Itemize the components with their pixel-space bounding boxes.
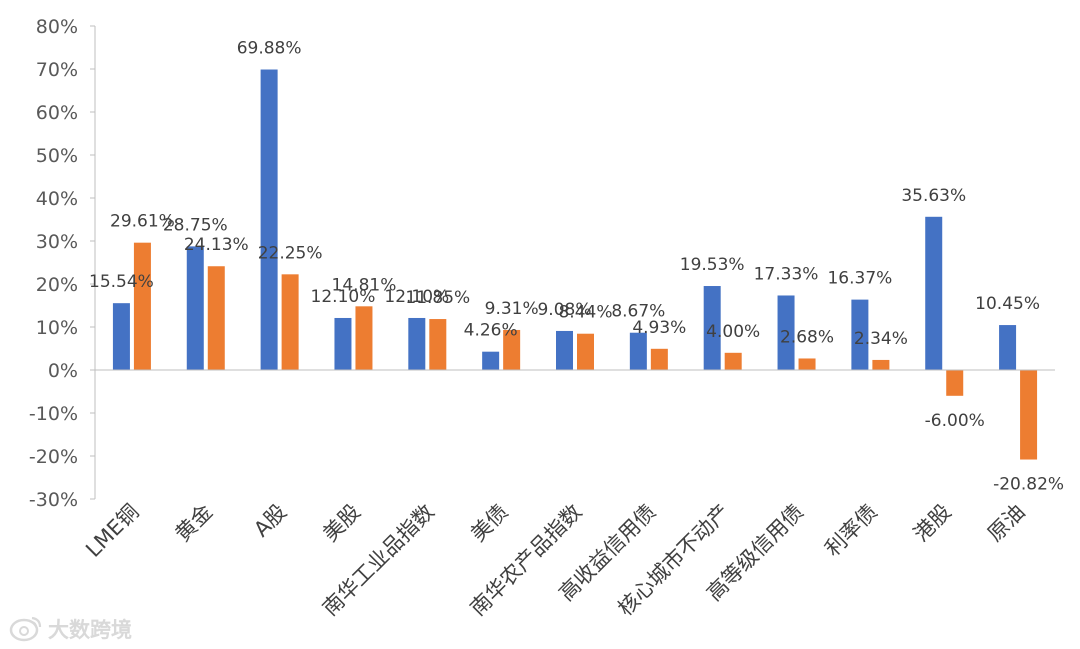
- y-tick-label: 50%: [36, 145, 78, 167]
- bar-series-2: [355, 306, 373, 370]
- y-tick-label: -30%: [29, 489, 78, 511]
- bar-series-2: [650, 348, 668, 370]
- bar-series-2: [724, 352, 742, 370]
- x-category-label: 原油: [983, 500, 1030, 547]
- bar-series-2: [281, 274, 299, 370]
- x-category-label: 黄金: [171, 500, 218, 547]
- x-category-label: 港股: [909, 500, 956, 547]
- x-category-label: 美股: [318, 500, 365, 547]
- y-tick-label: 40%: [36, 188, 78, 210]
- bar-series-1: [777, 295, 795, 370]
- data-label: -6.00%: [925, 411, 985, 431]
- bar-series-1: [629, 332, 647, 370]
- data-label: 8.44%: [558, 303, 612, 323]
- bar-series-2: [1020, 370, 1038, 460]
- bar-series-1: [999, 325, 1017, 370]
- y-tick-label: 30%: [36, 231, 78, 253]
- y-axis: 80% 70% 60% 50% 40% 30% 20% 10% 0% -10% -20% -30%: [29, 16, 96, 511]
- data-label: 14.81%: [332, 275, 397, 295]
- y-tick-label: 80%: [36, 16, 78, 38]
- data-label: 4.00%: [706, 322, 760, 342]
- bar-series-1: [703, 286, 721, 370]
- data-label: -20.82%: [993, 475, 1064, 495]
- bar-series-1: [851, 299, 869, 370]
- x-category-label: LME铜: [81, 500, 143, 562]
- bar-series-1: [556, 330, 573, 370]
- data-label: 35.63%: [901, 186, 966, 206]
- bar-series-2: [133, 242, 151, 370]
- weibo-logo-icon: [9, 616, 42, 642]
- x-category-label: 美债: [466, 500, 513, 547]
- bar-series-1: [334, 317, 352, 370]
- data-label: 10.45%: [975, 294, 1040, 314]
- data-label: 2.34%: [854, 329, 908, 349]
- data-label: 4.93%: [632, 318, 686, 338]
- data-label: 16.37%: [827, 269, 892, 289]
- bar-series-1: [112, 303, 130, 370]
- bar-series-2: [503, 329, 521, 370]
- bar-series-2: [429, 319, 447, 370]
- x-category-label: A股: [249, 500, 291, 542]
- y-tick-label: 10%: [36, 317, 78, 339]
- bar-series-1: [482, 351, 500, 370]
- y-tick-label: -20%: [29, 446, 78, 468]
- data-label: 28.75%: [163, 215, 228, 235]
- y-tick-label: 70%: [36, 59, 78, 81]
- bars: [112, 69, 1038, 460]
- bar-series-1: [408, 317, 426, 370]
- y-tick-label: 20%: [36, 274, 78, 296]
- x-category-label: 利率债: [820, 500, 882, 562]
- data-label: 2.68%: [780, 327, 834, 347]
- bar-series-2: [577, 333, 594, 370]
- data-label: 4.26%: [464, 321, 518, 341]
- bar-series-2: [207, 266, 225, 370]
- data-label: 12.10%: [311, 287, 376, 307]
- data-labels: 15.54% 29.61%28.75%24.13% 69.88% 22.25% 12.1…: [89, 39, 1064, 495]
- data-label: 17.33%: [754, 264, 819, 284]
- y-tick-label: 0%: [48, 360, 78, 382]
- bar-series-2: [872, 359, 890, 370]
- bar-series-2: [798, 358, 816, 370]
- data-label: 24.13%: [184, 235, 249, 255]
- bar-series-1: [925, 216, 943, 370]
- bar-series-2: [946, 370, 964, 396]
- data-label: 8.67%: [611, 302, 665, 322]
- data-label: 12.10%: [384, 287, 449, 307]
- y-tick-label: 60%: [36, 102, 78, 124]
- bar-series-1: [186, 246, 204, 370]
- data-label: 29.61%: [110, 212, 175, 232]
- y-tick-label: -10%: [29, 403, 78, 425]
- data-label: 22.25%: [258, 243, 323, 263]
- data-label: 9.08%: [537, 300, 591, 320]
- watermark-text: 大数跨境: [48, 618, 132, 642]
- data-label: 9.31%: [485, 299, 539, 319]
- data-label: 69.88%: [237, 39, 302, 59]
- data-label: 19.53%: [680, 255, 745, 275]
- bar-series-1: [260, 69, 278, 371]
- watermark: 大数跨境: [9, 616, 132, 642]
- data-label: 11.85%: [405, 288, 470, 308]
- data-label: 15.54%: [89, 272, 154, 292]
